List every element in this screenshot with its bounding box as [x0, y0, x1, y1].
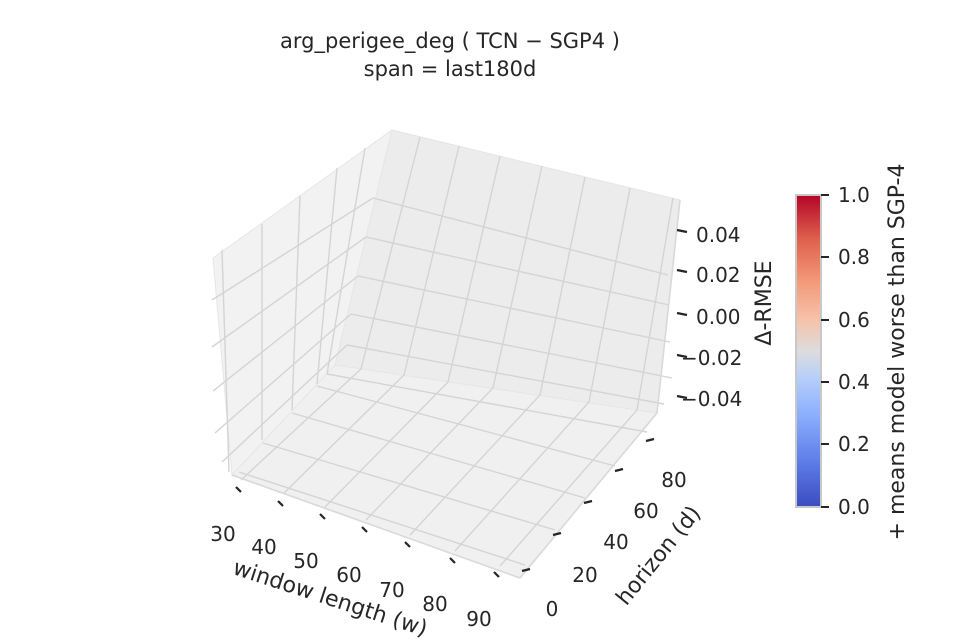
x-tick-mark: [277, 500, 284, 507]
colorbar-label: + means model worse than SGP-4: [885, 164, 910, 541]
x-tick-mark: [493, 571, 500, 578]
y-tick-label: 20: [572, 563, 597, 587]
x-tick-label: 90: [466, 607, 491, 631]
z-tick-mark: [676, 311, 688, 317]
chart-title: arg_perigee_deg ( TCN − SGP4 ): [280, 29, 620, 54]
colorbar-tick-label: 0.0: [838, 495, 870, 519]
x-tick-mark: [449, 557, 456, 564]
x-tick-label: 80: [422, 592, 447, 616]
z-tick-label: −0.04: [681, 387, 742, 411]
z-axis: 0.04 0.02 0.00 −0.02 −0.04 Δ-RMSE: [676, 223, 777, 411]
z-tick-mark: [676, 353, 688, 359]
colorbar-tick-label: 1.0: [838, 183, 870, 207]
z-tick-mark: [676, 228, 688, 234]
colorbar-tick-label: 0.2: [838, 432, 870, 456]
x-tick-mark: [404, 541, 411, 548]
x-tick-label: 70: [379, 578, 404, 602]
y-tick-mark: [614, 467, 624, 473]
y-tick-label: 0: [546, 597, 559, 621]
chart-subtitle: span = last180d: [364, 57, 537, 81]
colorbar-tick-label: 0.8: [838, 245, 870, 269]
z-axis-label: Δ-RMSE: [752, 260, 777, 345]
z-tick-mark: [676, 394, 688, 400]
y-axis-label: horizon (d): [612, 502, 707, 611]
x-tick-label: 30: [210, 522, 235, 546]
z-tick-label: 0.04: [696, 223, 741, 247]
y-tick-mark: [521, 567, 531, 573]
y-tick-mark: [645, 437, 655, 443]
colorbar-tick-label: 0.6: [838, 308, 870, 332]
x-tick-mark: [361, 526, 368, 533]
x-tick-label: 50: [293, 549, 318, 573]
y-tick-label: 60: [633, 499, 658, 523]
grid-lines: [211, 136, 674, 567]
x-tick-mark: [319, 513, 326, 520]
y-tick-label: 40: [603, 530, 628, 554]
y-tick-mark: [583, 499, 593, 505]
x-tick-label: 40: [251, 535, 276, 559]
z-tick-label: −0.02: [681, 346, 742, 370]
axis-lines: [231, 199, 681, 579]
z-tick-mark: [676, 268, 688, 274]
colorbar: 1.0 0.8 0.6 0.4 0.2 0.0 + means model wo…: [795, 164, 910, 541]
x-tick-mark: [235, 486, 242, 493]
y-tick-label: 80: [661, 468, 686, 492]
y-tick-mark: [552, 531, 562, 537]
back-pane: [334, 129, 681, 414]
z-tick-label: 0.00: [696, 305, 741, 329]
colorbar-gradient: [795, 194, 822, 508]
axes-3d: [211, 128, 681, 579]
z-tick-label: 0.02: [696, 263, 741, 287]
x-tick-label: 60: [336, 563, 361, 587]
colorbar-tick-label: 0.4: [838, 370, 870, 394]
